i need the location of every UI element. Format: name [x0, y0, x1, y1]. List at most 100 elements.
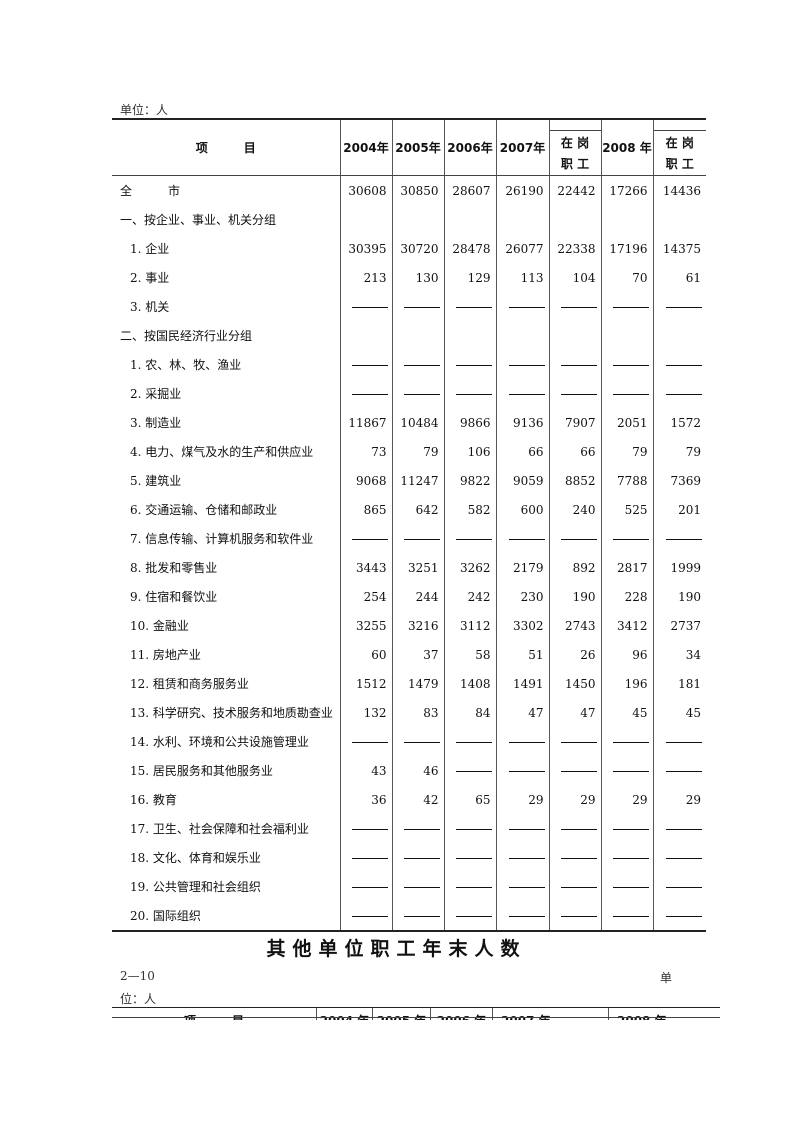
empty-dash-cell — [548, 756, 601, 785]
value-cell: 96 — [600, 640, 653, 669]
empty-dash-cell — [548, 814, 601, 843]
value-cell — [443, 321, 496, 350]
value-cell: 36 — [339, 785, 392, 814]
dash-mark — [455, 306, 492, 308]
value-cell: 29 — [548, 785, 601, 814]
s2-header-item: 项 目 — [112, 1008, 316, 1020]
table-row: 全 市 30608 30850 28607 26190 22442 17266 14436 — [112, 175, 706, 205]
dash-mark — [666, 306, 702, 308]
value-cell: 1572 — [652, 408, 706, 437]
section2-unit-part2: 位：人 — [120, 992, 157, 1006]
value-cell: 3255 — [339, 611, 392, 640]
value-cell — [339, 321, 392, 350]
value-cell: 244 — [391, 582, 444, 611]
empty-dash-cell — [652, 524, 706, 553]
dash-mark — [455, 538, 492, 540]
dash-mark — [560, 364, 597, 366]
table-row: 14. 水利、环境和公共设施管理业 — [112, 727, 706, 756]
dash-mark — [508, 886, 545, 888]
dash-mark — [351, 886, 388, 888]
empty-dash-cell — [339, 843, 392, 872]
value-cell: 14375 — [652, 234, 706, 263]
row-label: 18. 文化、体育和娱乐业 — [130, 851, 261, 865]
empty-dash-cell — [495, 843, 549, 872]
value-cell: 130 — [391, 263, 444, 292]
value-cell: 3412 — [600, 611, 653, 640]
table-row: 7. 信息传输、计算机服务和软件业 — [112, 524, 706, 553]
dash-mark — [666, 393, 702, 395]
value-cell: 45 — [600, 698, 653, 727]
value-cell: 11867 — [339, 408, 392, 437]
row-label: 1. 农、林、牧、渔业 — [130, 358, 242, 372]
s2-header-2006: 2006 年 — [430, 1008, 492, 1020]
dash-mark — [403, 886, 440, 888]
header-2005: 2005年 — [391, 118, 444, 176]
row-label: 4. 电力、煤气及水的生产和供应业 — [130, 445, 314, 459]
dash-mark — [455, 770, 492, 772]
onjob-line1: 在 岗 — [665, 136, 694, 150]
dash-mark — [560, 306, 597, 308]
row-label: 2. 事业 — [130, 271, 170, 285]
dash-mark — [508, 915, 545, 917]
empty-dash-cell — [339, 524, 392, 553]
dash-mark — [612, 306, 649, 308]
value-cell: 190 — [652, 582, 706, 611]
value-cell: 43 — [339, 756, 392, 785]
row-label: 13. 科学研究、技术服务和地质勘查业 — [130, 706, 333, 720]
value-cell: 79 — [652, 437, 706, 466]
empty-dash-cell — [495, 727, 549, 756]
section2-table-code: 2—10 — [120, 969, 155, 983]
value-cell: 45 — [652, 698, 706, 727]
value-cell: 2743 — [548, 611, 601, 640]
empty-dash-cell — [391, 379, 444, 408]
value-cell: 254 — [339, 582, 392, 611]
empty-dash-cell — [443, 379, 496, 408]
empty-dash-cell — [391, 727, 444, 756]
onjob-line2: 职 工 — [560, 157, 590, 171]
value-cell: 7369 — [652, 466, 706, 495]
value-cell: 213 — [339, 263, 392, 292]
empty-dash-cell — [495, 872, 549, 901]
empty-dash-cell — [600, 872, 653, 901]
value-cell: 106 — [443, 437, 496, 466]
row-label: 1. 企业 — [130, 242, 170, 256]
value-cell: 201 — [652, 495, 706, 524]
dash-mark — [612, 915, 649, 917]
empty-dash-cell — [443, 872, 496, 901]
empty-dash-cell — [600, 292, 653, 321]
row-label: 一、按企业、事业、机关分组 — [120, 213, 277, 227]
value-cell: 3443 — [339, 553, 392, 582]
dash-mark — [560, 393, 597, 395]
dash-mark — [455, 886, 492, 888]
empty-dash-cell — [600, 524, 653, 553]
table-row: 10. 金融业 3255 3216 3112 3302 2743 3412 2737 — [112, 611, 706, 640]
table-row: 15. 居民服务和其他服务业 43 46 — [112, 756, 706, 785]
value-cell: 104 — [548, 263, 601, 292]
empty-dash-cell — [495, 756, 549, 785]
dash-mark — [612, 741, 649, 743]
table-row: 二、按国民经济行业分组 — [112, 321, 706, 350]
header-2008-onjob: 在 岗职 工 — [652, 118, 706, 176]
row-label: 19. 公共管理和社会组织 — [130, 880, 261, 894]
empty-dash-cell — [652, 727, 706, 756]
row-label: 17. 卫生、社会保障和社会福利业 — [130, 822, 309, 836]
value-cell — [391, 321, 444, 350]
header-2007-onjob: 在 岗职 工 — [548, 118, 601, 176]
value-cell: 196 — [600, 669, 653, 698]
header-2006: 2006年 — [443, 118, 496, 176]
dash-mark — [508, 538, 545, 540]
empty-dash-cell — [600, 843, 653, 872]
dash-mark — [666, 770, 702, 772]
empty-dash-cell — [652, 872, 706, 901]
row-label: 16. 教育 — [130, 793, 177, 807]
row-label: 9. 住宿和餐饮业 — [130, 590, 218, 604]
table-row: 1. 农、林、牧、渔业 — [112, 350, 706, 379]
s2-header-2004: 2004 年 — [316, 1008, 372, 1020]
dash-mark — [666, 857, 702, 859]
empty-dash-cell — [600, 756, 653, 785]
empty-dash-cell — [600, 379, 653, 408]
value-cell: 2737 — [652, 611, 706, 640]
value-cell: 29 — [600, 785, 653, 814]
dash-mark — [455, 828, 492, 830]
section2-table-header: 项 目 2004 年 2005 年 2006 年 2007 年 2008 年 — [112, 1007, 720, 1020]
